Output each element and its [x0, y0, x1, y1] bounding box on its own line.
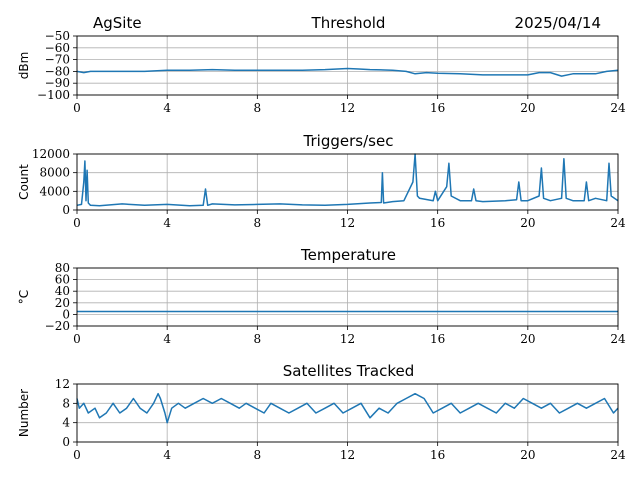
chart-title: Temperature	[300, 246, 396, 264]
y-tick-label: 12	[55, 377, 70, 391]
x-tick-label: 0	[73, 216, 81, 230]
x-tick-label: 0	[73, 448, 81, 462]
y-tick-label: −80	[45, 64, 70, 78]
series-line	[76, 67, 619, 77]
x-tick-label: 8	[254, 216, 262, 230]
y-tick-label: 0	[62, 203, 70, 217]
chart-title: Threshold	[311, 14, 386, 32]
x-tick-label: 24	[610, 216, 626, 230]
x-tick-label: 16	[430, 332, 445, 346]
x-tick-label: 16	[430, 216, 445, 230]
y-tick-label: −100	[37, 88, 70, 102]
y-axis-label: Number	[17, 389, 31, 437]
x-tick-label: 4	[163, 216, 171, 230]
x-tick-label: 24	[610, 101, 626, 115]
y-tick-label: 20	[55, 296, 70, 310]
x-tick-label: 4	[163, 448, 171, 462]
y-tick-label: −50	[45, 29, 70, 43]
chart-panels: 0 4 8 12 16 20 24 −100−90−80−70−60−50 Threshold d…	[17, 14, 626, 462]
y-axis-label: dBm	[17, 52, 31, 80]
x-tick-label: 12	[340, 101, 355, 115]
x-tick-label: 8	[254, 332, 262, 346]
y-tick-label: 4000	[39, 184, 70, 198]
chart-panel-1: 0 4 8 12 16 20 24 −100−90−80−70−60−50 Threshold d…	[17, 14, 626, 115]
x-tick-label: 24	[610, 448, 626, 462]
y-axis-label: °C	[17, 290, 31, 304]
y-tick-label: 8	[62, 396, 70, 410]
x-tick-label: 20	[520, 448, 535, 462]
x-tick-label: 20	[520, 101, 535, 115]
y-axis-label: Count	[17, 164, 31, 200]
x-tick-label: 12	[340, 332, 355, 346]
y-tick-label: 8000	[39, 166, 70, 180]
y-tick-label: 12000	[32, 147, 70, 161]
x-tick-label: 4	[163, 101, 171, 115]
y-tick-label: 60	[55, 273, 70, 287]
x-tick-label: 8	[254, 101, 262, 115]
y-tick-label: −70	[45, 53, 70, 67]
x-tick-label: 16	[430, 448, 445, 462]
x-tick-label: 0	[73, 101, 81, 115]
y-tick-label: 80	[55, 261, 70, 275]
x-tick-label: 12	[340, 216, 355, 230]
report-date: 2025/04/14	[515, 14, 601, 32]
chart-title: Triggers/sec	[303, 132, 394, 150]
y-tick-label: −90	[45, 76, 70, 90]
x-tick-label: 12	[340, 448, 355, 462]
series-line	[76, 153, 619, 207]
x-tick-label: 8	[254, 448, 262, 462]
y-tick-label: −20	[45, 319, 70, 333]
series-line	[76, 392, 619, 424]
y-tick-label: −60	[45, 41, 70, 55]
x-tick-label: 0	[73, 332, 81, 346]
chart-title: Satellites Tracked	[283, 362, 414, 380]
site-name: AgSite	[93, 14, 142, 32]
chart-panel-2: 0 4 8 12 16 20 24 0 4000 8000 12000 Triggers/sec Cou…	[17, 132, 626, 230]
y-tick-label: 40	[55, 284, 70, 298]
x-tick-label: 20	[520, 216, 535, 230]
y-tick-label: 4	[62, 416, 70, 430]
chart-panel-4: 0 4 8 12 16 20 24 0 4 8 12 Satellites Tracked Number	[17, 362, 626, 462]
x-tick-label: 24	[610, 332, 626, 346]
x-tick-label: 20	[520, 332, 535, 346]
x-tick-label: 4	[163, 332, 171, 346]
x-tick-label: 16	[430, 101, 445, 115]
y-tick-label: 0	[62, 307, 70, 321]
y-tick-label: 0	[62, 435, 70, 449]
